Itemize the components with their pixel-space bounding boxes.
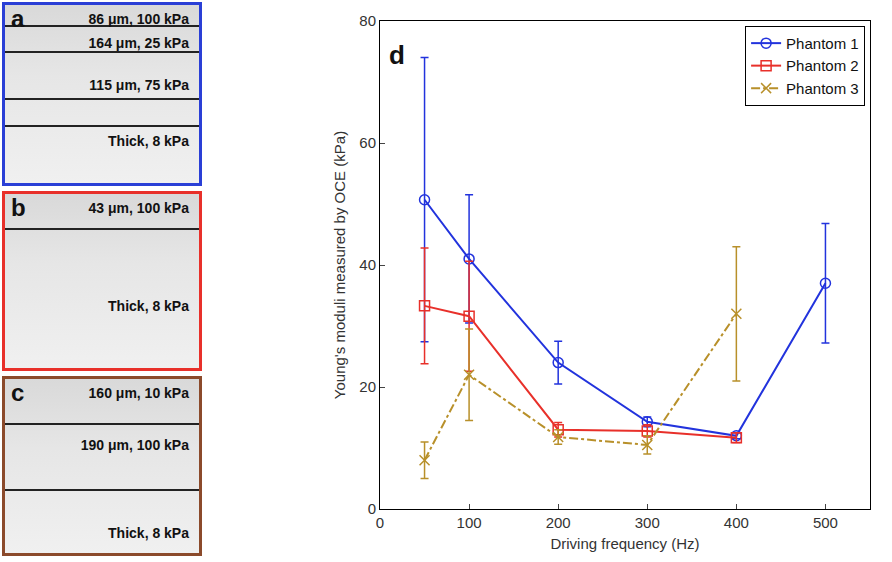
svg-text:Phantom 3: Phantom 3 xyxy=(786,80,859,97)
svg-text:Phantom 1: Phantom 1 xyxy=(786,35,859,52)
svg-text:80: 80 xyxy=(359,12,376,29)
svg-text:100: 100 xyxy=(457,514,482,531)
svg-text:400: 400 xyxy=(724,514,749,531)
svg-text:0: 0 xyxy=(368,500,376,517)
html-text:b: b xyxy=(11,194,26,221)
svg-text:0: 0 xyxy=(376,514,384,531)
svg-text:300: 300 xyxy=(635,514,660,531)
html-text:43 μm, 100 kPa: 43 μm, 100 kPa xyxy=(88,200,189,216)
html-text:190 μm, 100 kPa: 190 μm, 100 kPa xyxy=(80,437,189,453)
svg-text:60: 60 xyxy=(359,134,376,151)
html-text:a: a xyxy=(11,5,25,32)
html-text:Thick, 8 kPa: Thick, 8 kPa xyxy=(108,298,189,314)
svg-text:40: 40 xyxy=(359,256,376,273)
html-text:164 μm, 25 kPa: 164 μm, 25 kPa xyxy=(88,35,189,51)
html-text:c: c xyxy=(11,379,25,406)
svg-text:500: 500 xyxy=(813,514,838,531)
html-text:Thick, 8 kPa: Thick, 8 kPa xyxy=(108,133,189,149)
html-text:115 μm, 75 kPa: 115 μm, 75 kPa xyxy=(89,77,189,93)
svg-text:Driving frequency (Hz): Driving frequency (Hz) xyxy=(550,535,699,552)
svg-text:20: 20 xyxy=(359,378,376,395)
svg-text:Young's moduli measured by OCE: Young's moduli measured by OCE (kPa) xyxy=(331,131,348,399)
html-text:Thick, 8 kPa: Thick, 8 kPa xyxy=(108,525,189,541)
svg-text:Phantom 2: Phantom 2 xyxy=(786,57,859,74)
svg-text:200: 200 xyxy=(546,514,571,531)
svg-text:d: d xyxy=(389,40,405,70)
html-text:86 μm, 100 kPa: 86 μm, 100 kPa xyxy=(88,11,189,27)
html-text:160 μm, 10 kPa: 160 μm, 10 kPa xyxy=(88,385,189,401)
